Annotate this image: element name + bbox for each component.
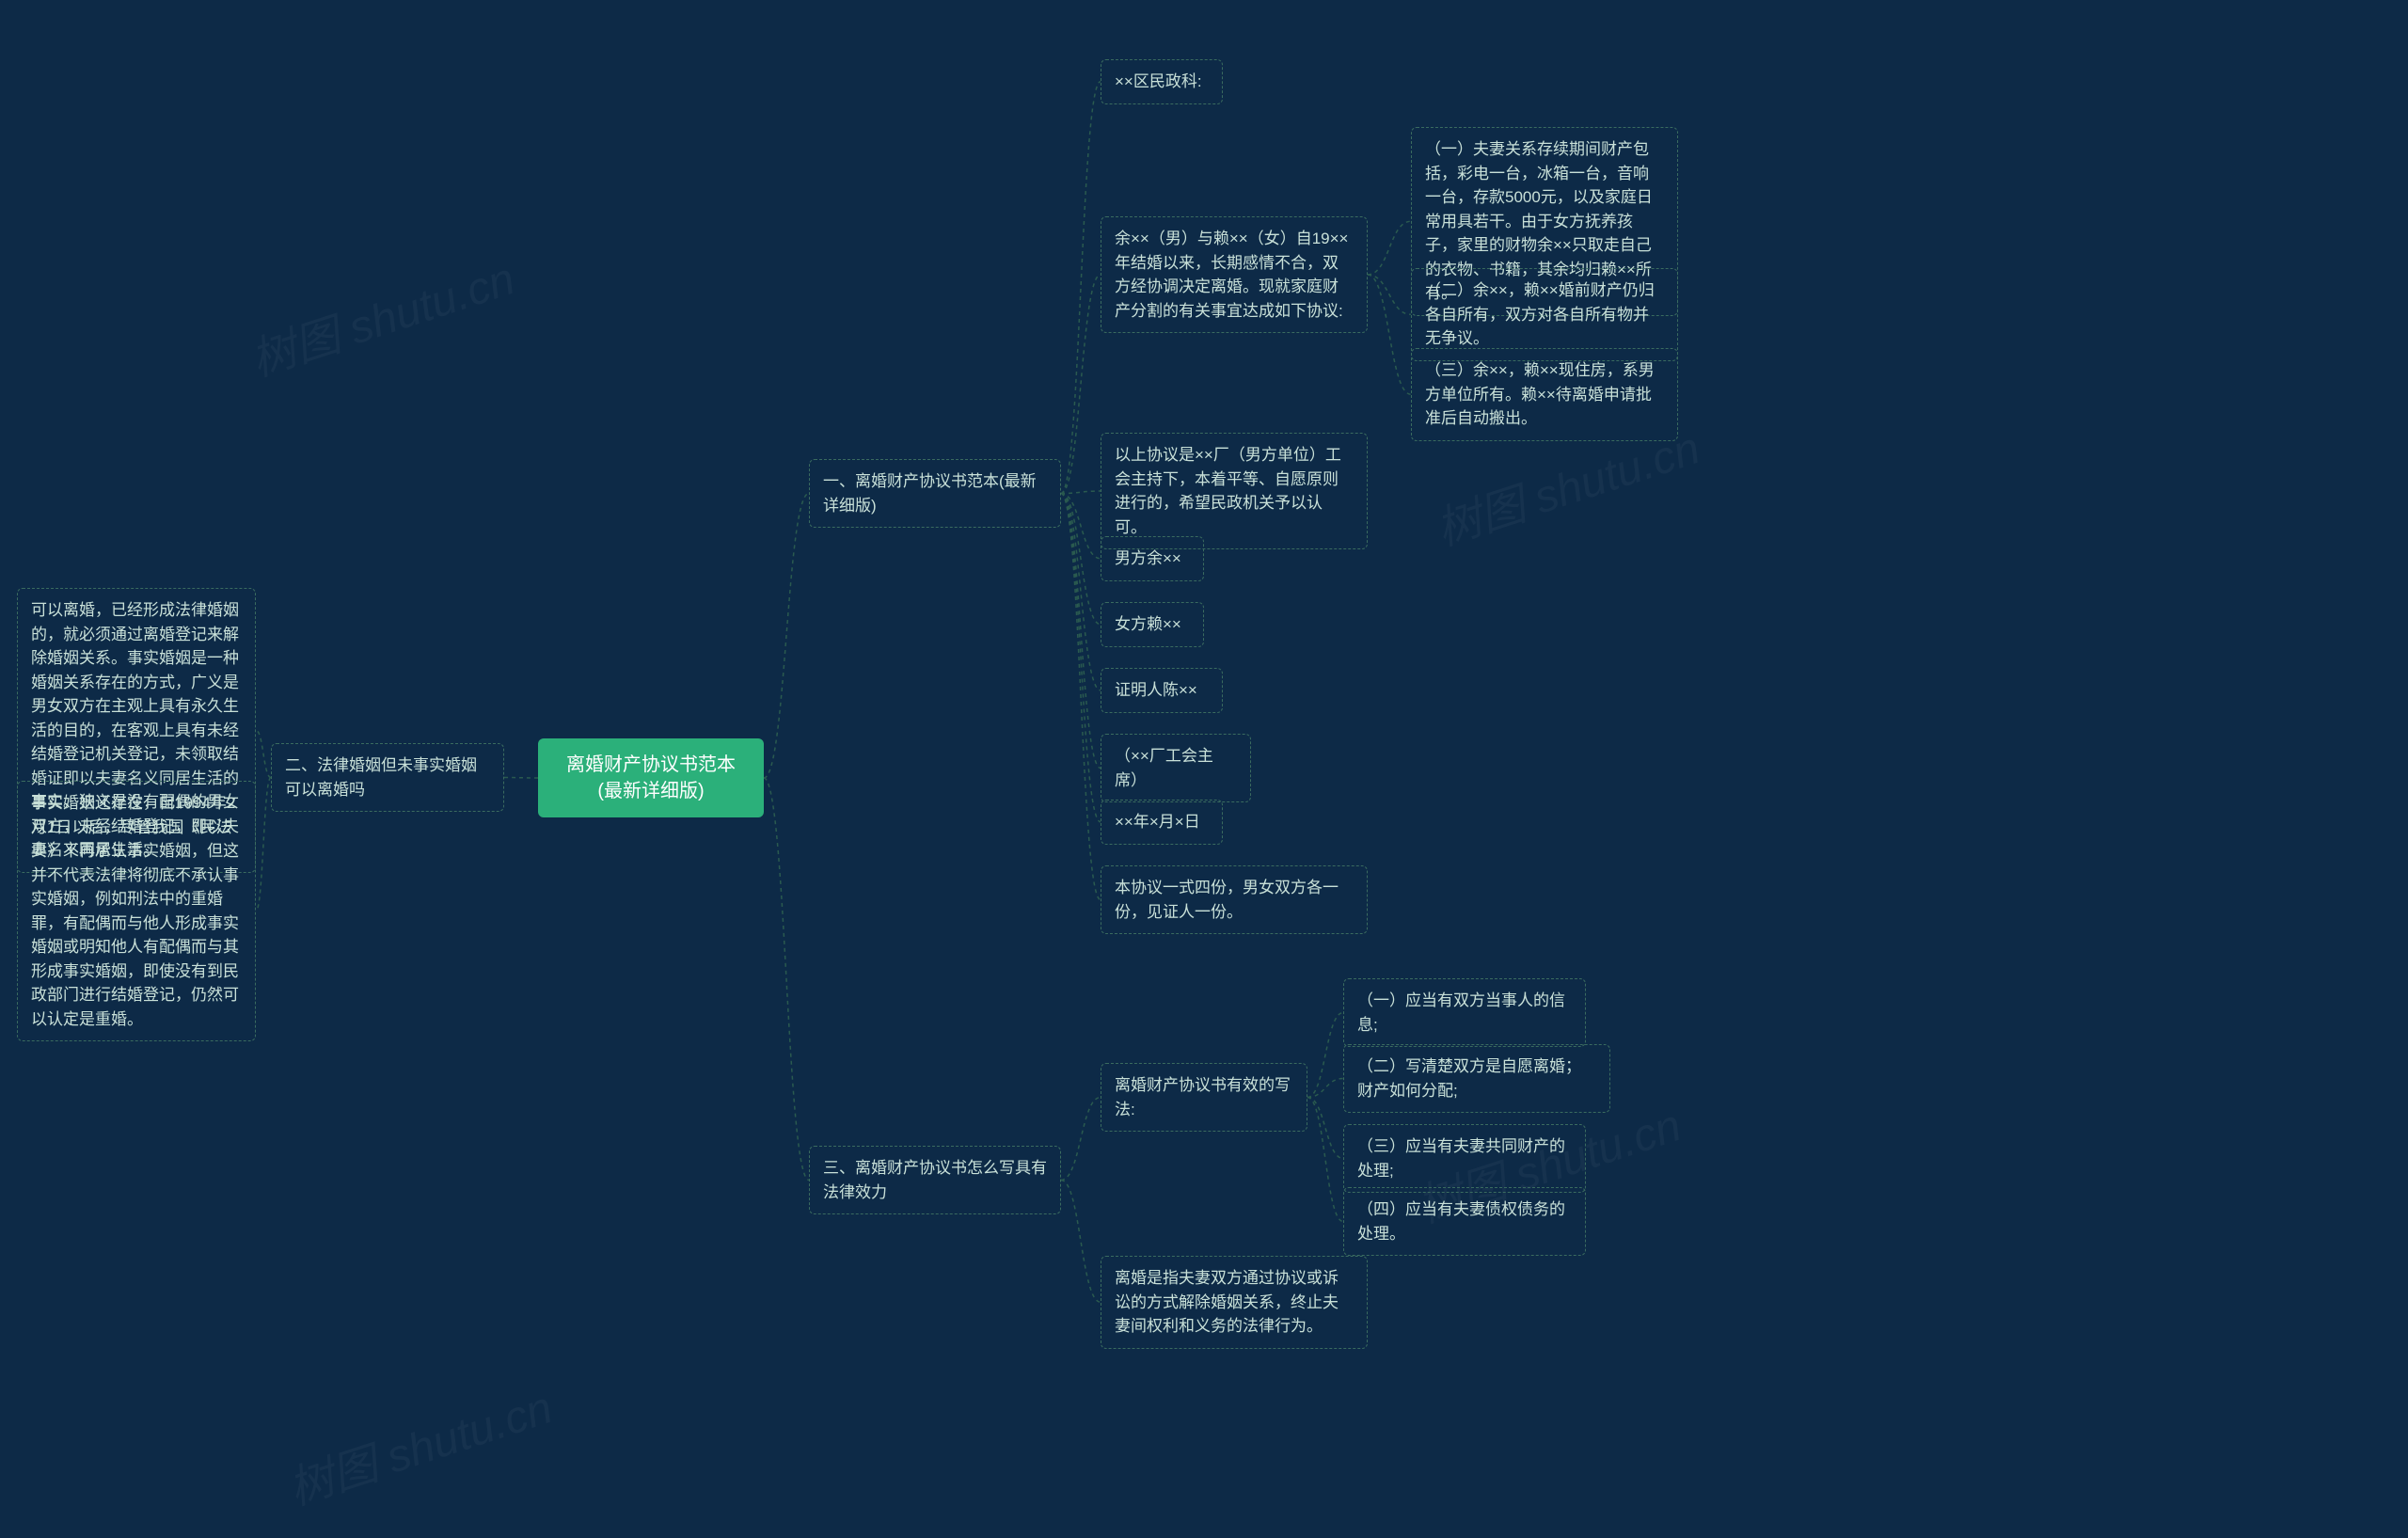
branch-3-child-2[interactable]: 离婚是指夫妻双方通过协议或诉讼的方式解除婚姻关系，终止夫妻间权利和义务的法律行为… xyxy=(1101,1256,1368,1349)
branch-3-label: 三、离婚财产协议书怎么写具有法律效力 xyxy=(823,1159,1047,1201)
branch-1-child-4[interactable]: 男方余×× xyxy=(1101,536,1204,581)
node-text: （四）应当有夫妻债权债务的处理。 xyxy=(1357,1200,1565,1243)
node-text: （三）余××，赖××现住房，系男方单位所有。赖××待离婚申请批准后自动搬出。 xyxy=(1425,361,1655,427)
node-text: 女方赖×× xyxy=(1115,615,1181,633)
branch-3[interactable]: 三、离婚财产协议书怎么写具有法律效力 xyxy=(809,1146,1061,1214)
root-node[interactable]: 离婚财产协议书范本(最新详细版) xyxy=(538,738,764,817)
node-text: 离婚财产协议书有效的写法: xyxy=(1115,1076,1291,1118)
branch-3-child-1b[interactable]: （二）写清楚双方是自愿离婚；财产如何分配; xyxy=(1343,1044,1610,1113)
node-text: 离婚是指夫妻双方通过协议或诉讼的方式解除婚姻关系，终止夫妻间权利和义务的法律行为… xyxy=(1115,1269,1339,1335)
branch-1[interactable]: 一、离婚财产协议书范本(最新详细版) xyxy=(809,459,1061,528)
branch-1-child-2b[interactable]: （二）余××，赖××婚前财产仍归各自所有，双方对各自所有物并无争议。 xyxy=(1411,268,1678,361)
node-text: ××区民政科: xyxy=(1115,72,1202,90)
branch-1-child-3[interactable]: 以上协议是××厂（男方单位）工会主持下，本着平等、自愿原则进行的，希望民政机关予… xyxy=(1101,433,1368,549)
branch-1-child-2[interactable]: 余××（男）与赖××（女）自19××年结婚以来，长期感情不合，双方经协调决定离婚… xyxy=(1101,216,1368,333)
branch-3-child-1c[interactable]: （三）应当有夫妻共同财产的处理; xyxy=(1343,1124,1586,1193)
branch-1-child-7[interactable]: （××厂工会主席） xyxy=(1101,734,1251,802)
node-text: （二）写清楚双方是自愿离婚；财产如何分配; xyxy=(1357,1057,1581,1100)
node-text: 男方余×× xyxy=(1115,549,1181,567)
branch-1-label: 一、离婚财产协议书范本(最新详细版) xyxy=(823,472,1037,515)
node-text: 证明人陈×× xyxy=(1115,681,1197,699)
branch-3-child-1[interactable]: 离婚财产协议书有效的写法: xyxy=(1101,1063,1307,1132)
node-text: 事实婚姻还存在，自1994年2月1日以后，尽管我国《民法典》不再承认事实婚姻，但… xyxy=(31,794,239,1028)
branch-3-child-1a[interactable]: （一）应当有双方当事人的信息; xyxy=(1343,978,1586,1047)
branch-2-child-2[interactable]: 事实婚姻还存在，自1994年2月1日以后，尽管我国《民法典》不再承认事实婚姻，但… xyxy=(17,781,256,1041)
branch-2-label: 二、法律婚姻但未事实婚姻可以离婚吗 xyxy=(285,756,477,799)
node-text: （××厂工会主席） xyxy=(1115,747,1213,789)
node-text: （一）应当有双方当事人的信息; xyxy=(1357,991,1565,1034)
node-text: 以上协议是××厂（男方单位）工会主持下，本着平等、自愿原则进行的，希望民政机关予… xyxy=(1115,446,1341,536)
branch-1-child-8[interactable]: ××年×月×日 xyxy=(1101,800,1223,845)
branch-1-child-5[interactable]: 女方赖×× xyxy=(1101,602,1204,647)
node-text: 余××（男）与赖××（女）自19××年结婚以来，长期感情不合，双方经协调决定离婚… xyxy=(1115,230,1348,320)
branch-2[interactable]: 二、法律婚姻但未事实婚姻可以离婚吗 xyxy=(271,743,504,812)
branch-1-child-6[interactable]: 证明人陈×× xyxy=(1101,668,1223,713)
node-text: 本协议一式四份，男女双方各一份，见证人一份。 xyxy=(1115,879,1339,921)
root-label: 离婚财产协议书范本(最新详细版) xyxy=(566,754,736,801)
watermark: 树图 shutu.cn xyxy=(241,242,521,388)
branch-3-child-1d[interactable]: （四）应当有夫妻债权债务的处理。 xyxy=(1343,1187,1586,1256)
branch-1-child-2c[interactable]: （三）余××，赖××现住房，系男方单位所有。赖××待离婚申请批准后自动搬出。 xyxy=(1411,348,1678,441)
branch-1-child-1[interactable]: ××区民政科: xyxy=(1101,59,1223,104)
node-text: ××年×月×日 xyxy=(1115,813,1200,831)
watermark: 树图 shutu.cn xyxy=(278,1371,559,1517)
node-text: （三）应当有夫妻共同财产的处理; xyxy=(1357,1137,1565,1180)
node-text: （二）余××，赖××婚前财产仍归各自所有，双方对各自所有物并无争议。 xyxy=(1425,281,1655,347)
branch-1-child-9[interactable]: 本协议一式四份，男女双方各一份，见证人一份。 xyxy=(1101,865,1368,934)
